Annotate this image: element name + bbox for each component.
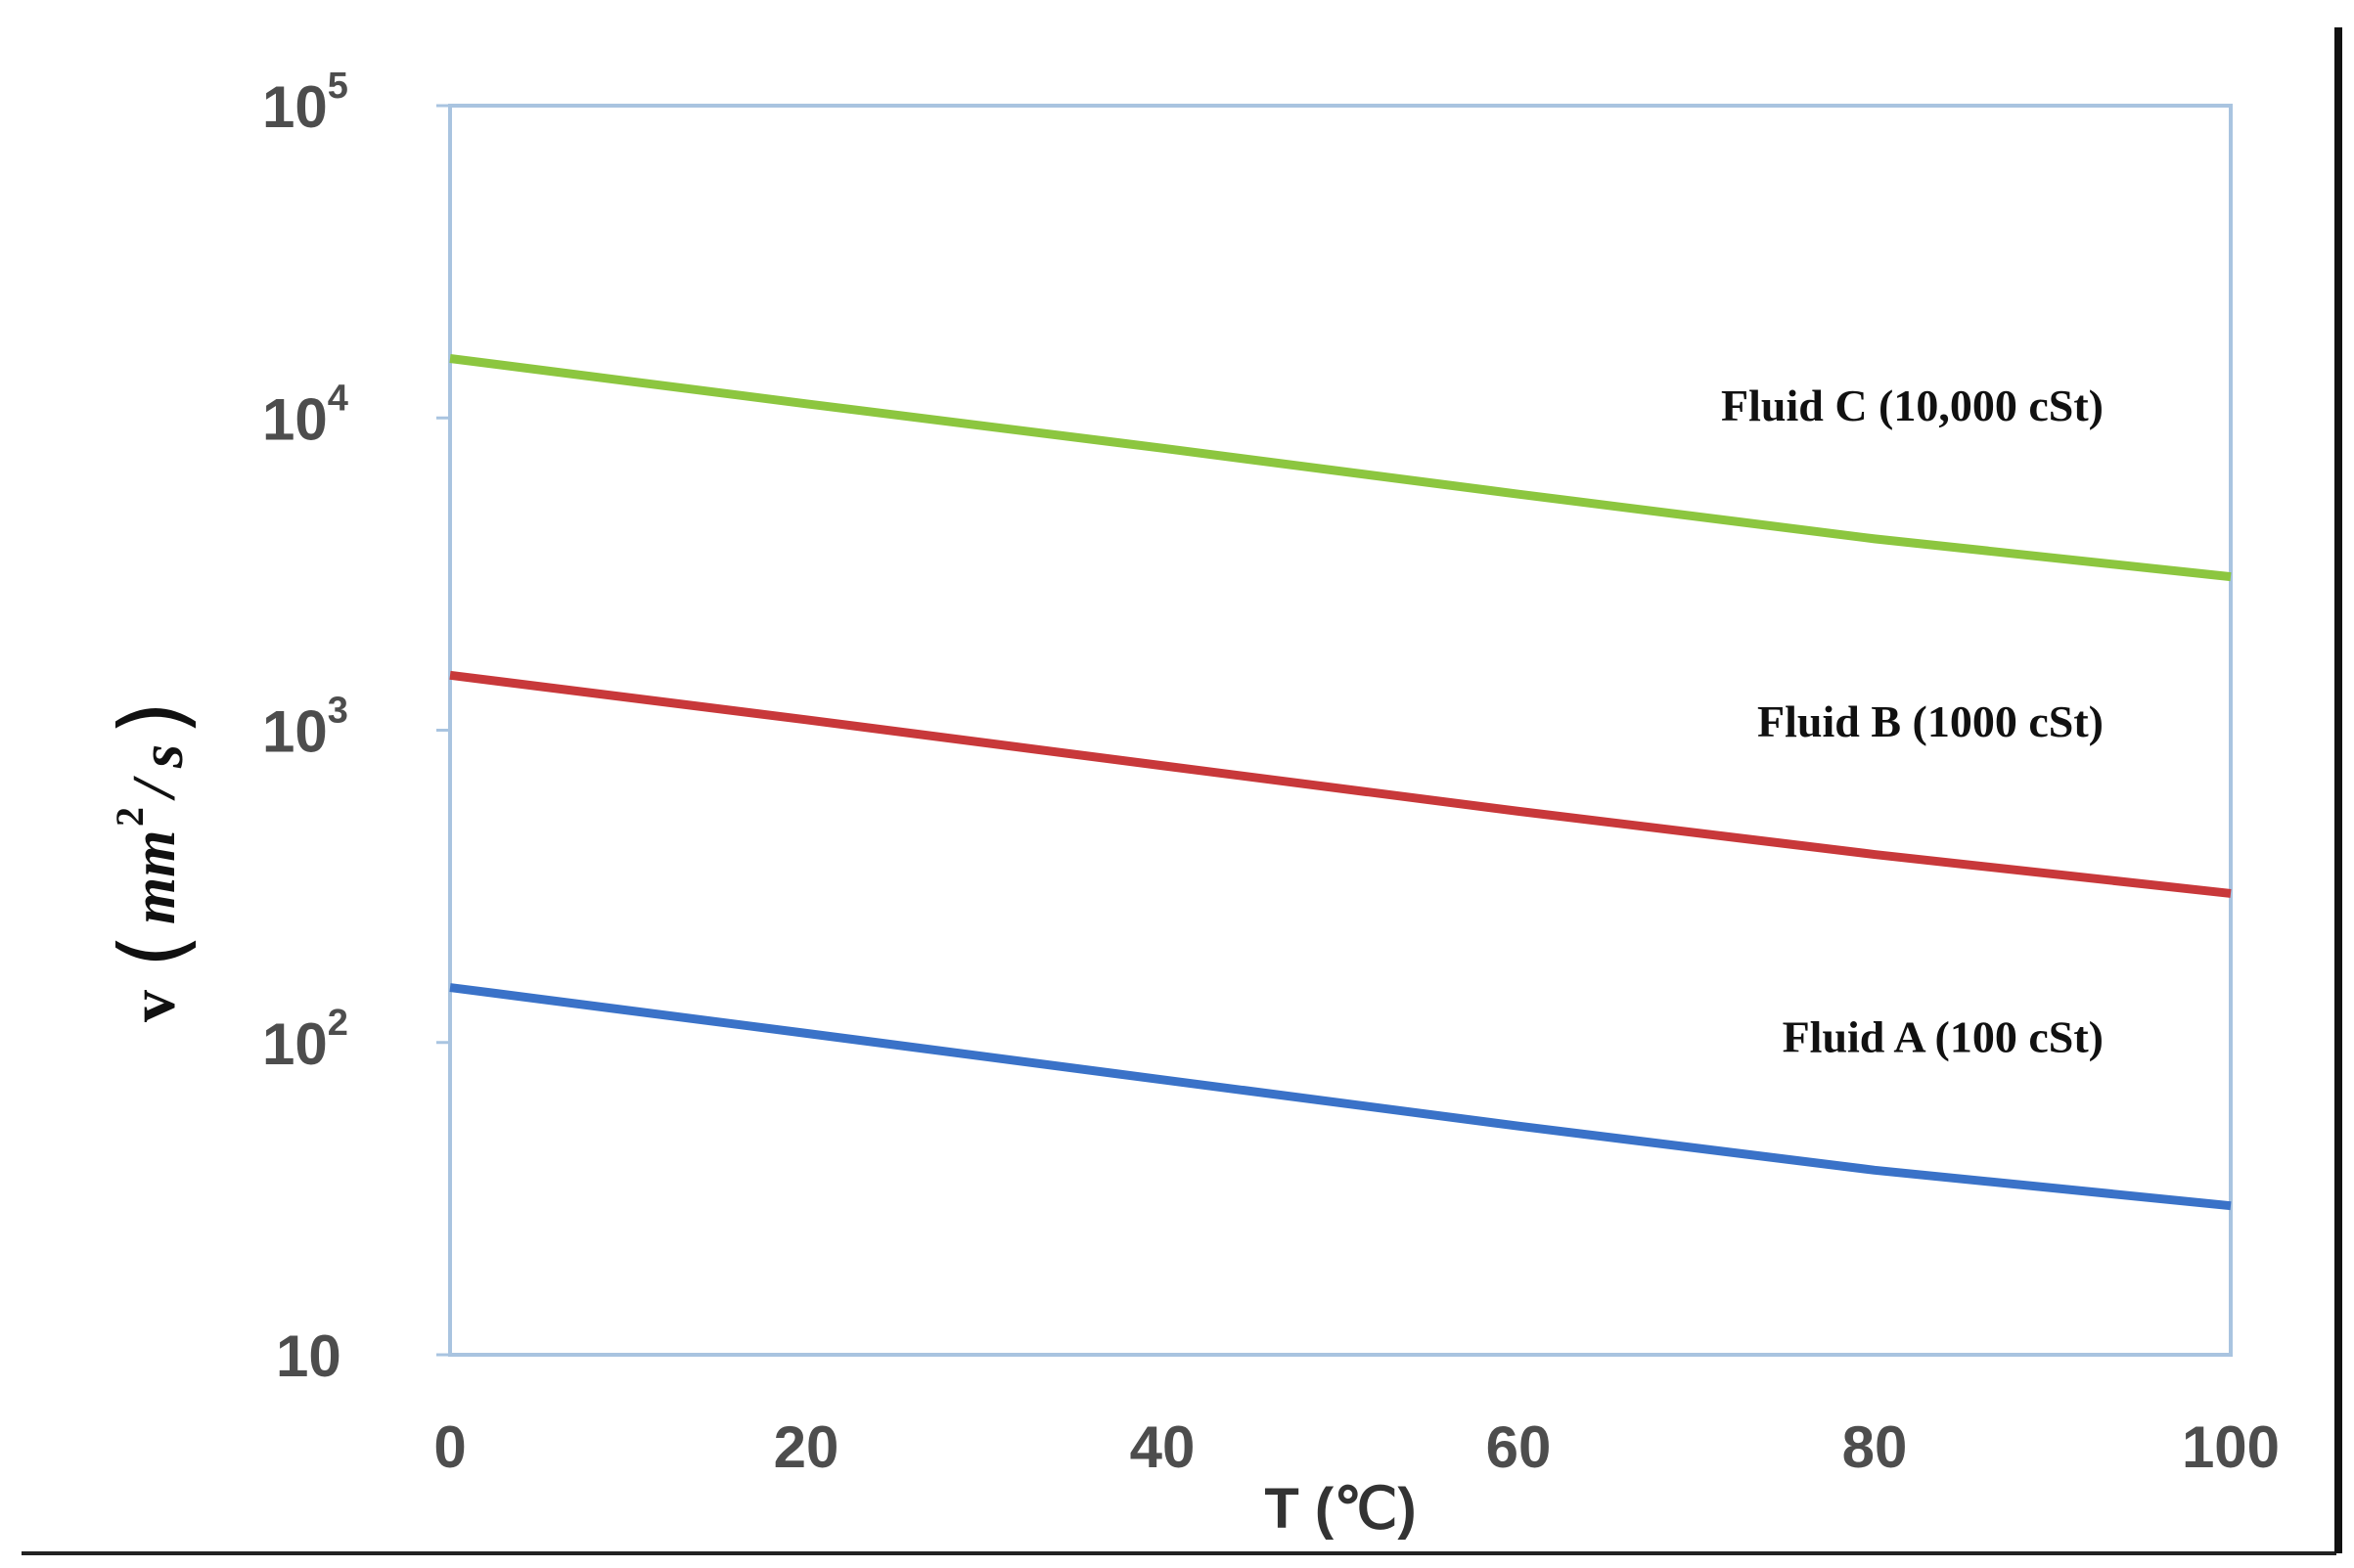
y-tick-base: 10 [262,74,328,140]
y-tick-exponent: 3 [328,691,348,732]
series-labels: Fluid A (100 cSt) Fluid B (1000 cSt) Fluid… [1721,381,2104,1061]
y-tick-exponent: 2 [328,1003,348,1044]
x-tick-label: 100 [2182,1414,2280,1480]
y-tick-exponent: 5 [328,66,348,107]
series-label-1: Fluid A (100 cSt) [1783,1012,2104,1062]
y-axis-symbol: v [117,990,189,1022]
series-line-3 [449,354,2232,582]
y-tick-base: 10 [276,1323,341,1389]
x-tick-label: 80 [1842,1414,1908,1480]
y-tick-exponent: 4 [328,378,348,419]
y-tick-base: 10 [262,1011,328,1077]
y-axis-paren-open: ( [101,933,205,968]
y-axis-unit-exp: 2 [108,807,152,827]
y-tick-base: 10 [262,386,328,452]
x-tick-label: 0 [433,1414,466,1480]
y-axis-paren-close: ) [101,700,205,736]
y-tick-label: 102 [262,1003,348,1077]
x-tick-labels: 0 20 40 60 80 100 [433,1414,2280,1480]
y-axis-title: v ( mm 2 / s ) [101,700,205,1022]
x-tick-label: 40 [1130,1414,1196,1480]
series-line-2 [449,670,2232,898]
x-axis-title: T (℃) [1264,1477,1416,1541]
y-axis-unit-den: s [129,744,196,769]
y-tick-label: 104 [262,378,348,452]
y-axis-unit-slash: / [121,776,188,801]
series-label-2: Fluid B (1000 cSt) [1757,696,2104,746]
x-tick-label: 20 [774,1414,839,1480]
y-tick-base: 10 [262,699,328,765]
y-tick-label: 103 [262,691,348,765]
y-tick-label: 105 [262,66,348,140]
series-lines [449,354,2232,1211]
y-tick-label: 10 [276,1323,341,1389]
series-line-1 [449,983,2232,1211]
x-tick-label: 60 [1486,1414,1552,1480]
series-label-3: Fluid C (10,000 cSt) [1721,381,2104,430]
y-axis-unit-base: mm [121,830,188,924]
